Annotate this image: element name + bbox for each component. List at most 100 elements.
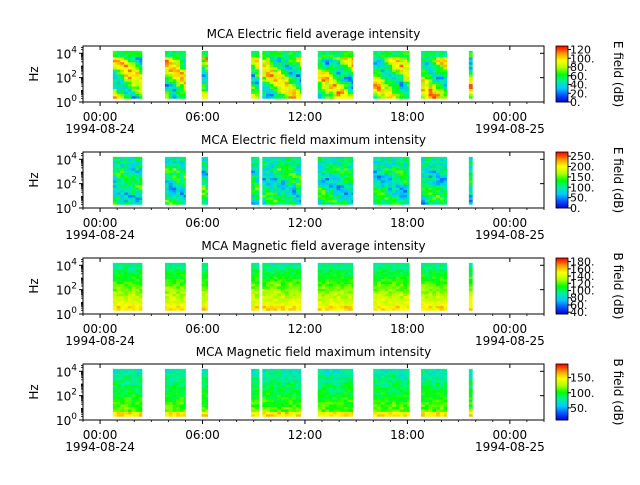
heat-cell <box>285 397 289 400</box>
plot-frame <box>83 46 544 102</box>
heat-cell <box>113 382 117 385</box>
heat-cell <box>172 163 176 166</box>
heat-cell <box>333 274 337 277</box>
heat-cell <box>289 281 293 284</box>
heat-cell <box>396 284 400 287</box>
heat-cell <box>139 390 142 393</box>
heat-cell <box>184 62 186 65</box>
heat-cell <box>139 291 142 294</box>
heat-cell <box>421 369 425 371</box>
heat-cell <box>132 195 136 198</box>
heat-cell <box>281 380 285 383</box>
heat-cell <box>180 168 184 171</box>
heat-cell <box>344 163 348 166</box>
heat-cell <box>400 402 404 405</box>
heat-cell <box>285 407 289 410</box>
heat-cell <box>184 185 186 188</box>
heat-cell <box>425 199 429 202</box>
heat-cell <box>176 370 180 373</box>
heat-cell <box>139 409 142 412</box>
heat-cell <box>403 387 407 390</box>
heat-cell <box>403 161 407 164</box>
heat-cell <box>348 382 352 385</box>
heat-cell <box>392 375 396 378</box>
heat-cell <box>113 390 117 393</box>
heat-cell <box>333 59 337 62</box>
heat-cell <box>325 89 329 92</box>
heat-cell <box>184 269 186 272</box>
heat-cell <box>139 157 142 159</box>
heat-cell <box>202 55 206 58</box>
heat-cell <box>205 274 208 277</box>
heat-cell <box>407 296 409 299</box>
heat-cell <box>176 67 180 70</box>
heat-cell <box>202 370 206 373</box>
heat-cell <box>270 404 274 407</box>
heat-cell <box>277 291 281 294</box>
heat-cell <box>344 263 348 265</box>
heat-cell <box>172 157 176 159</box>
heat-cell <box>421 397 425 400</box>
heat-cell <box>172 298 176 301</box>
heat-cell <box>318 375 322 378</box>
heat-cell <box>124 377 128 380</box>
heat-cell <box>172 409 176 412</box>
heat-cell <box>300 76 301 79</box>
heat-cell <box>169 404 173 407</box>
heat-cell <box>128 288 132 291</box>
heat-cell <box>337 267 341 270</box>
heat-cell <box>205 390 208 393</box>
heat-cell <box>300 163 301 166</box>
heat-cell <box>128 286 132 289</box>
heat-cell <box>340 373 344 376</box>
heat-cell <box>373 195 377 198</box>
heat-cell <box>318 279 322 282</box>
heat-cell <box>329 264 333 267</box>
heat-cell <box>205 72 208 75</box>
heat-cell <box>132 286 136 289</box>
heat-cell <box>128 52 132 55</box>
heat-cell <box>270 407 274 410</box>
heat-cell <box>251 409 255 412</box>
heat-cell <box>373 411 377 414</box>
heat-cell <box>348 161 352 164</box>
heat-cell <box>128 170 132 173</box>
heat-cell <box>344 67 348 70</box>
heat-cell <box>202 190 206 193</box>
heat-cell <box>325 55 329 58</box>
heat-cell <box>469 301 473 304</box>
heat-cell <box>436 279 440 282</box>
heat-cell <box>172 199 176 202</box>
heat-cell <box>135 195 139 198</box>
heat-cell <box>444 279 447 282</box>
heat-cell <box>289 308 293 311</box>
heat-cell <box>436 190 440 193</box>
heat-cell <box>325 305 329 308</box>
heat-cell <box>202 380 206 383</box>
heat-cell <box>292 291 296 294</box>
heat-cell <box>132 377 136 380</box>
heat-cell <box>381 274 385 277</box>
heat-cell <box>176 407 180 410</box>
heat-cell <box>300 185 301 188</box>
heat-cell <box>292 180 296 183</box>
heat-cell <box>403 407 407 410</box>
heat-cell <box>329 281 333 284</box>
heat-cell <box>262 55 266 58</box>
heat-cell <box>132 407 136 410</box>
heat-cell <box>322 392 326 395</box>
heat-cell <box>377 157 381 159</box>
heat-cell <box>135 407 139 410</box>
heat-cell <box>407 197 409 200</box>
heat-cell <box>270 411 274 414</box>
heat-cell <box>202 267 206 270</box>
heat-cell <box>120 79 124 82</box>
heat-cell <box>277 385 281 388</box>
heat-cell <box>400 165 404 168</box>
heat-cell <box>322 187 326 190</box>
heat-cell <box>348 286 352 289</box>
heat-cell <box>440 276 444 279</box>
heat-cell <box>444 84 447 87</box>
heat-cell <box>340 279 344 282</box>
heat-cell <box>285 373 289 376</box>
